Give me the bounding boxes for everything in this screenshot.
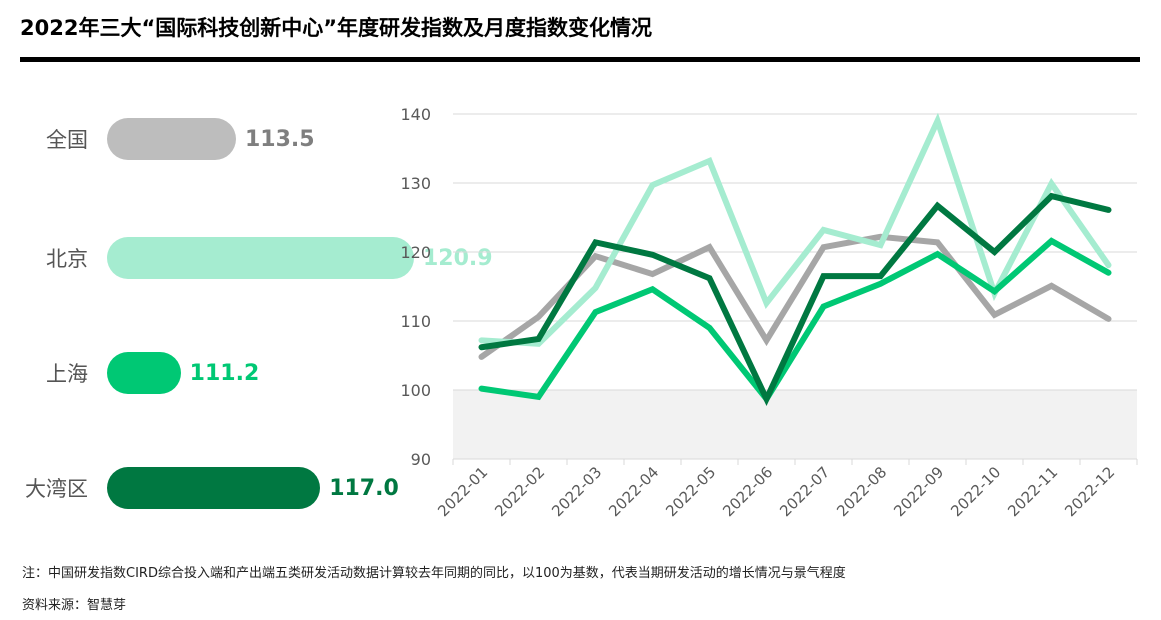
title-divider: [20, 57, 1140, 62]
annual-bar: [107, 237, 414, 279]
x-tick-label: 2022-03: [548, 463, 605, 520]
region-label: 大湾区: [25, 477, 88, 501]
y-tick-label: 120: [400, 243, 431, 262]
y-tick-label: 140: [400, 105, 431, 124]
x-tick-label: 2022-11: [1004, 463, 1061, 520]
y-tick-label: 110: [400, 312, 431, 331]
annual-row: 上海 111.2: [20, 352, 259, 394]
series-line-全国: [478, 233, 1112, 360]
x-tick-label: 2022-05: [662, 463, 719, 520]
source-note: 资料来源：智慧芽: [22, 598, 127, 613]
annual-bar: [107, 352, 181, 394]
annual-value: 120.9: [423, 245, 493, 271]
annual-value: 117.0: [329, 475, 399, 501]
x-tick-label: 2022-01: [434, 463, 491, 520]
region-label: 北京: [46, 247, 88, 271]
chart-title: 2022年三大“国际科技创新中心”年度研发指数及月度指数变化情况: [20, 16, 653, 40]
annual-row: 全国 113.5: [20, 118, 315, 160]
annual-value: 111.2: [189, 360, 260, 386]
series-line-北京: [478, 112, 1112, 347]
annual-value: 113.5: [245, 126, 315, 152]
region-label: 上海: [46, 362, 88, 386]
baseline-shade: [453, 390, 1137, 459]
footnote: 注：中国研发指数CIRD综合投入端和产出端五类研发活动数据计算较去年同期的同比，…: [22, 566, 846, 581]
x-tick-label: 2022-08: [833, 463, 890, 520]
region-label: 全国: [46, 128, 88, 152]
x-tick-label: 2022-06: [719, 463, 776, 520]
y-tick-label: 90: [411, 450, 431, 469]
x-tick-label: 2022-02: [491, 463, 548, 520]
x-tick-label: 2022-12: [1061, 463, 1118, 520]
annual-bar: [107, 467, 321, 509]
y-tick-label: 130: [400, 174, 431, 193]
x-tick-label: 2022-09: [890, 463, 947, 520]
series-line-上海: [478, 237, 1112, 405]
annual-row: 大湾区 117.0: [20, 467, 399, 509]
annual-row: 北京 120.9: [20, 237, 493, 279]
annual-bar: [107, 118, 236, 160]
x-tick-label: 2022-10: [947, 463, 1004, 520]
x-tick-label: 2022-07: [776, 463, 833, 520]
y-tick-label: 100: [400, 381, 431, 400]
series-line-大湾区: [478, 192, 1112, 407]
x-tick-label: 2022-04: [605, 463, 662, 520]
